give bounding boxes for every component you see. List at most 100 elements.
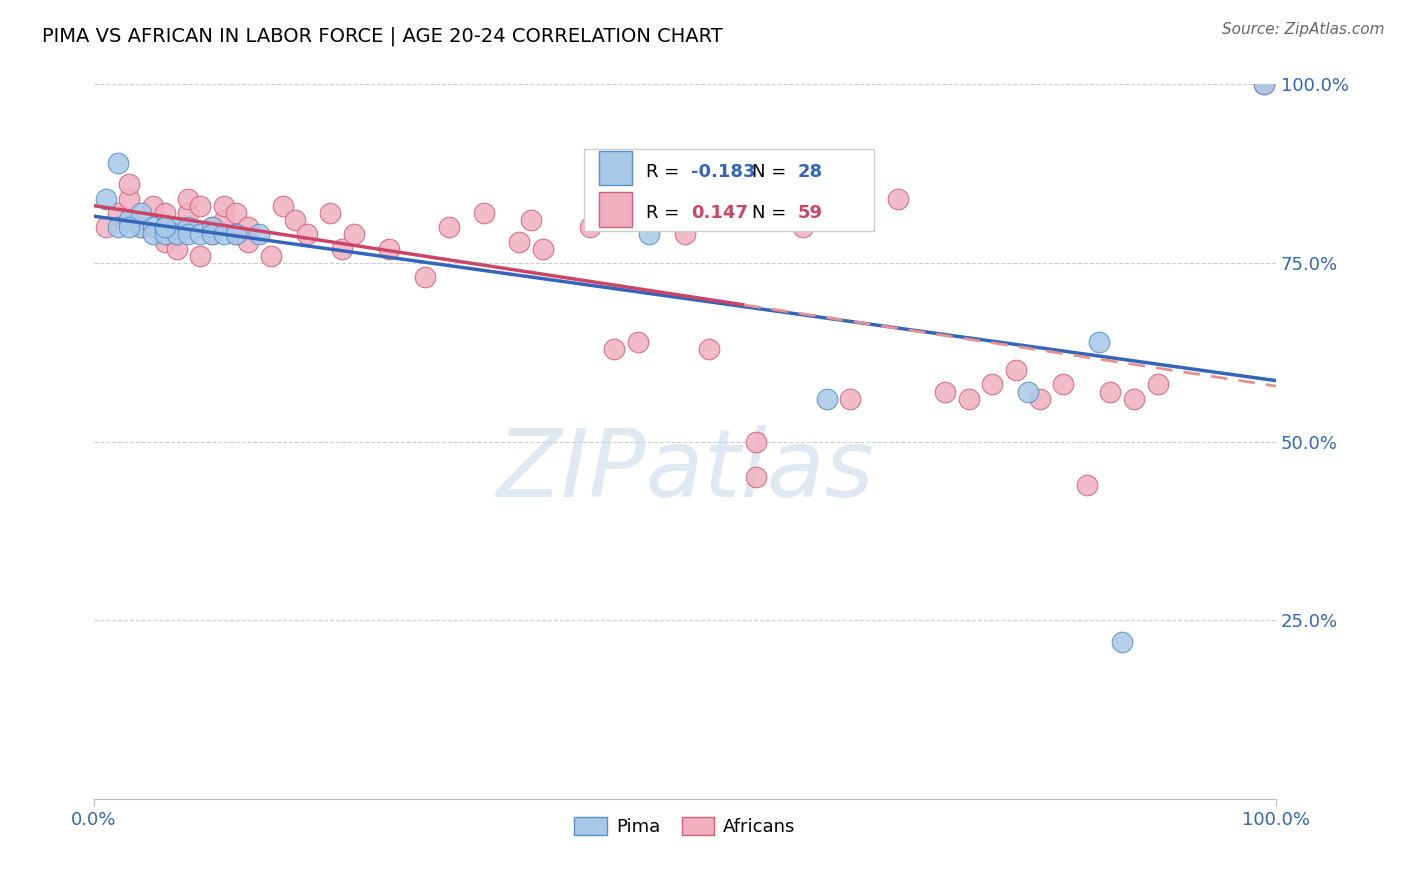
Point	[284, 213, 307, 227]
Point	[957, 392, 980, 406]
Text: ZIPatlas: ZIPatlas	[496, 425, 875, 516]
FancyBboxPatch shape	[585, 149, 875, 231]
Point	[201, 220, 224, 235]
Point	[886, 192, 908, 206]
Point	[142, 227, 165, 242]
Legend: Pima, Africans: Pima, Africans	[567, 810, 803, 844]
Point	[673, 227, 696, 242]
Point	[177, 206, 200, 220]
FancyBboxPatch shape	[599, 151, 631, 186]
FancyBboxPatch shape	[599, 193, 631, 227]
Point	[249, 227, 271, 242]
Point	[94, 220, 117, 235]
Point	[129, 206, 152, 220]
Point	[260, 249, 283, 263]
Point	[129, 220, 152, 235]
Text: R =: R =	[645, 203, 685, 222]
Point	[627, 334, 650, 349]
Point	[153, 220, 176, 235]
Point	[295, 227, 318, 242]
Point	[153, 220, 176, 235]
Point	[1099, 384, 1122, 399]
Point	[166, 242, 188, 256]
Point	[107, 156, 129, 170]
Text: N =: N =	[752, 203, 793, 222]
Point	[177, 220, 200, 235]
Point	[413, 270, 436, 285]
Text: 0.147: 0.147	[690, 203, 748, 222]
Point	[378, 242, 401, 256]
Point	[1076, 477, 1098, 491]
Point	[212, 227, 235, 242]
Point	[839, 392, 862, 406]
Point	[188, 249, 211, 263]
Point	[118, 192, 141, 206]
Point	[934, 384, 956, 399]
Point	[212, 213, 235, 227]
Point	[201, 220, 224, 235]
Text: PIMA VS AFRICAN IN LABOR FORCE | AGE 20-24 CORRELATION CHART: PIMA VS AFRICAN IN LABOR FORCE | AGE 20-…	[42, 27, 723, 46]
Point	[201, 227, 224, 242]
Point	[815, 392, 838, 406]
Point	[212, 199, 235, 213]
Point	[271, 199, 294, 213]
Point	[1017, 384, 1039, 399]
Point	[129, 220, 152, 235]
Point	[201, 227, 224, 242]
Point	[638, 227, 661, 242]
Point	[166, 220, 188, 235]
Point	[94, 192, 117, 206]
Text: Source: ZipAtlas.com: Source: ZipAtlas.com	[1222, 22, 1385, 37]
Text: N =: N =	[752, 162, 793, 181]
Point	[981, 377, 1004, 392]
Point	[697, 342, 720, 356]
Point	[118, 178, 141, 192]
Point	[153, 235, 176, 249]
Point	[142, 220, 165, 235]
Point	[188, 199, 211, 213]
Point	[1005, 363, 1028, 377]
Point	[153, 227, 176, 242]
Point	[236, 235, 259, 249]
Text: R =: R =	[645, 162, 685, 181]
Point	[118, 213, 141, 227]
Point	[236, 220, 259, 235]
Point	[166, 227, 188, 242]
Point	[1111, 634, 1133, 648]
Point	[1087, 334, 1109, 349]
Point	[1052, 377, 1074, 392]
Point	[142, 199, 165, 213]
Text: 59: 59	[797, 203, 823, 222]
Point	[225, 206, 247, 220]
Point	[177, 227, 200, 242]
Point	[1123, 392, 1146, 406]
Point	[166, 227, 188, 242]
Point	[330, 242, 353, 256]
Text: -0.183: -0.183	[690, 162, 755, 181]
Point	[1146, 377, 1168, 392]
Point	[745, 470, 768, 484]
Point	[225, 227, 247, 242]
Point	[153, 206, 176, 220]
Point	[520, 213, 543, 227]
Point	[531, 242, 554, 256]
Point	[107, 220, 129, 235]
Point	[1028, 392, 1050, 406]
Point	[225, 227, 247, 242]
Point	[792, 220, 814, 235]
Point	[603, 342, 626, 356]
Point	[319, 206, 342, 220]
Point	[1253, 78, 1275, 92]
Point	[1253, 78, 1275, 92]
Point	[721, 206, 744, 220]
Point	[827, 206, 849, 220]
Point	[107, 206, 129, 220]
Point	[343, 227, 366, 242]
Point	[472, 206, 495, 220]
Point	[188, 227, 211, 242]
Point	[177, 192, 200, 206]
Point	[118, 220, 141, 235]
Text: 28: 28	[797, 162, 823, 181]
Point	[508, 235, 530, 249]
Point	[579, 220, 602, 235]
